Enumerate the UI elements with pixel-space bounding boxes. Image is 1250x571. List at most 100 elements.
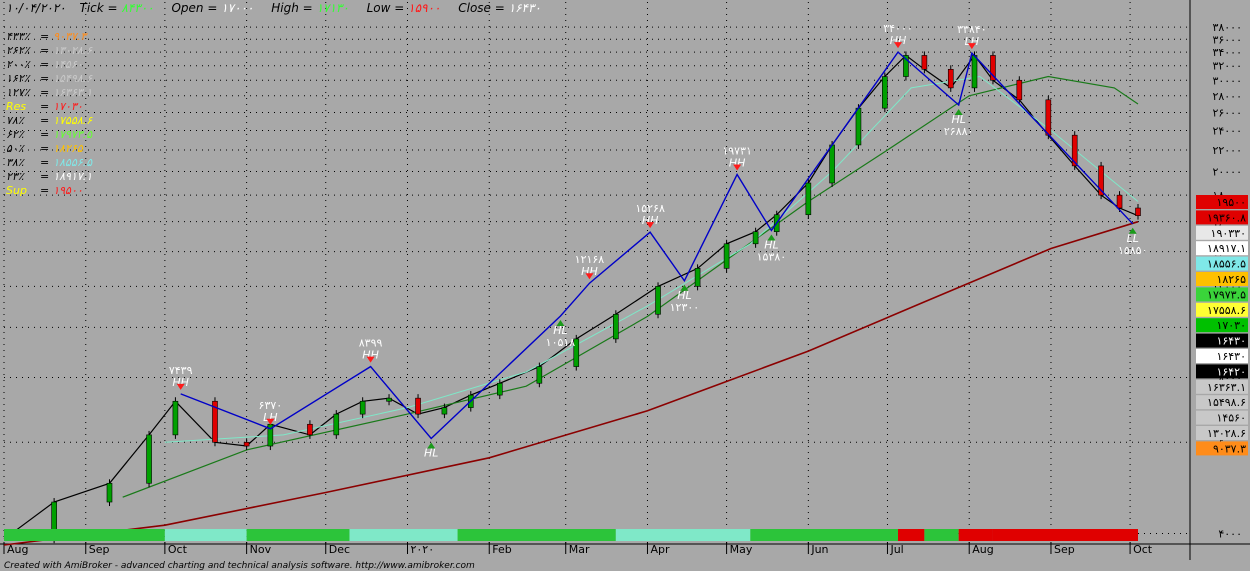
header-date: ۱۰/۰۴/۲۰۲۰: [6, 1, 66, 15]
level-price-box: ۱۸۵۵۶.۵: [1196, 256, 1248, 271]
state-ribbon-segment: [924, 529, 959, 541]
header-low-label: Low =: [366, 1, 405, 15]
legend-equals: =: [40, 142, 50, 155]
candle-body: [752, 231, 759, 245]
y-tick-label: ۴۰۰۰: [1218, 527, 1242, 540]
x-tick-label: Feb: [492, 543, 511, 556]
state-ribbon-segment: [4, 529, 165, 541]
zigzag-line: [180, 51, 1134, 440]
x-tick-label: Sep: [89, 543, 110, 556]
pivot-value: ۲۶۸۸۰: [944, 125, 974, 138]
sell-arrow-icon: [366, 356, 375, 363]
legend-level-value: ۱۹۵۰۰: [53, 184, 83, 197]
level-box-value: ۱۷۵۵۸.۶: [1207, 304, 1246, 317]
legend-row: ۱۶۲٪ = ۱۵۴۹۸.۶: [6, 72, 92, 86]
candle-body: [1016, 79, 1023, 101]
level-box-value: ۱۴۵۶۰: [1216, 412, 1246, 425]
sell-arrow-icon: [967, 43, 976, 50]
legend-level-value: ۱۳۰۲۸.۶: [53, 44, 93, 57]
legend-level-value: ۱۷۵۵۸.۶: [53, 114, 93, 127]
legend-equals: =: [40, 184, 50, 197]
pivot-tag: HL: [951, 113, 965, 126]
candle-body: [971, 55, 978, 89]
level-price-box: ۱۹۵۰۰: [1196, 195, 1248, 209]
candle-body: [921, 55, 928, 70]
legend-level-label: ۱۶۲٪: [6, 72, 30, 85]
legend-row: ۷۸٪ = ۱۷۵۵۸.۶: [6, 114, 92, 128]
candle-body: [655, 286, 661, 315]
fib-levels-legend: ۴۳۳٪ = ۹۰۳۷.۳ ۲۶۲٪ = ۱۳۰۲۸.۶ ۲۰۰٪ = ۱۴۵۶۰ ۱۶۲٪ = ۱۵…: [6, 30, 92, 198]
legend-row: ۱۲۷٪ = ۱۶۳۶۳.۱: [6, 86, 92, 100]
buy-arrow-icon: [427, 442, 436, 449]
legend-equals: =: [40, 100, 50, 113]
level-price-box: ۱۶۳۶۳.۱: [1196, 379, 1248, 394]
sell-arrow-icon: [585, 273, 594, 280]
state-ribbon-segment: [992, 529, 1138, 541]
candle-body: [723, 243, 730, 269]
level-price-box: ۱۳۰۲۸.۶: [1196, 426, 1248, 440]
level-box-bg: [1196, 195, 1248, 209]
legend-equals: =: [40, 44, 50, 57]
level-box-bg: [1196, 333, 1248, 348]
pivot-value: ۸۳۹۹: [359, 337, 383, 350]
level-box-bg: [1196, 410, 1248, 425]
level-box-value: ۱۹۵۰۰: [1216, 196, 1246, 209]
legend-level-value: ۱۸۲۶۵: [53, 142, 83, 155]
series-long-ma: [3, 220, 1139, 546]
legend-level-label: ۵۰٪: [6, 142, 24, 155]
candle-body: [536, 366, 543, 384]
header-open-value: ۱۷۰۰۰: [221, 1, 254, 15]
header-low-value: ۱۵۹۰۰: [408, 1, 441, 15]
buy-arrow-icon: [767, 234, 776, 241]
legend-level-label: ۲۶۲٪: [6, 44, 30, 57]
state-ribbon-segment: [750, 529, 899, 541]
pivot-value: ۱۵۳۸۰: [757, 251, 787, 264]
pivot-value: ۷۴۳۹: [169, 364, 193, 377]
level-box-value: ۱۷۹۷۳.۵: [1207, 288, 1246, 301]
legend-equals: =: [40, 156, 50, 169]
pivot-value: ۳۴۰۰۰: [883, 22, 913, 35]
sell-arrow-icon: [646, 222, 655, 229]
header-close-label: Close =: [458, 1, 505, 15]
level-price-box: ۱۸۹۱۷.۱: [1196, 241, 1248, 256]
candle-body: [415, 397, 421, 415]
level-box-bg: [1196, 210, 1248, 225]
sell-arrow-icon: [176, 383, 185, 390]
legend-level-value: ۹۰۳۷.۳: [53, 30, 87, 43]
candle-body: [359, 400, 366, 415]
pivot-tag: HL: [764, 239, 778, 252]
x-tick-label: Mar: [569, 543, 590, 556]
y-tick-label: ۳۰۰۰۰: [1212, 74, 1242, 87]
level-price-box: ۱۷۵۵۸.۶: [1196, 302, 1248, 317]
level-box-value: ۱۹۰۳۳۰: [1211, 227, 1246, 240]
legend-row: ۲۰۰٪ = ۱۴۵۶۰: [6, 58, 92, 72]
header-tick-value: ۸۴۳۰۰: [121, 1, 154, 15]
pivot-value: ۱۲۱۶۸: [575, 253, 605, 266]
candle-body: [1098, 165, 1104, 196]
legend-level-label: ۴۳۳٪: [6, 30, 30, 43]
legend-level-label: ۲۳٪: [6, 170, 24, 183]
legend-level-label: ۳۸٪: [6, 156, 24, 169]
pivot-value: ۱۰۵۱۸: [546, 336, 576, 349]
candle-body: [882, 76, 888, 109]
pivot-value: ۶۳۷۰: [259, 399, 283, 412]
legend-level-value: ۱۶۳۶۳.۱: [53, 86, 93, 99]
sell-arrow-icon: [266, 418, 275, 425]
level-box-value: ۹۰۳۷.۳: [1213, 442, 1246, 455]
level-box-bg: [1196, 395, 1248, 410]
level-box-bg: [1196, 364, 1248, 379]
candle-body: [903, 55, 909, 77]
level-box-bg: [1196, 379, 1248, 394]
level-box-bg: [1196, 441, 1248, 456]
legend-level-label: ۱۲۷٪: [6, 86, 30, 99]
candle-body: [496, 382, 503, 396]
pivot-value: ۳۳۸۴۰: [957, 23, 987, 36]
level-price-box: ۱۹۰۳۳۰: [1196, 225, 1248, 240]
legend-row: ۳۸٪ = ۱۸۵۵۶.۵: [6, 156, 92, 170]
